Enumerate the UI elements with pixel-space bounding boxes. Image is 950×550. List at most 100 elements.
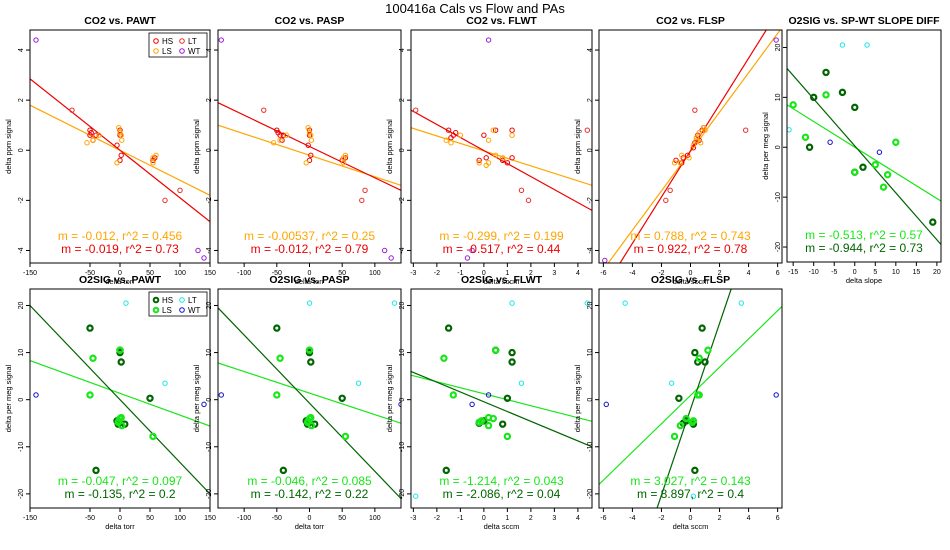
data-point-hs — [508, 358, 516, 366]
fit-annotation: m = -0.299, r^2 = 0.199 — [439, 229, 564, 243]
data-point-hs — [146, 394, 154, 402]
fit-lines — [30, 78, 210, 223]
fit-annotation: m = 0.788, r^2 = 0.743 — [630, 229, 751, 243]
y-tick-label: -20 — [206, 489, 213, 499]
legend-label-wt: WT — [188, 47, 201, 56]
data-point-ls — [676, 421, 685, 430]
data-point-hs — [508, 348, 516, 357]
panel-2: CO2 vs. PASP -100 -50 0 50 100 -4 -2 0 2 4 delta to… — [192, 15, 402, 286]
data-point-lt — [162, 197, 168, 204]
data-point-ls — [84, 140, 90, 146]
x-tick-label: -10 — [809, 269, 819, 276]
data-point-ls — [485, 137, 492, 143]
x-tick-label: 0 — [689, 270, 693, 277]
data-point-ls — [308, 132, 314, 138]
data-point-ls — [114, 160, 120, 166]
data-point-lt — [667, 187, 673, 194]
data-point-lt — [668, 380, 675, 386]
data-point-ls — [851, 168, 859, 176]
legend-box — [148, 32, 208, 58]
data-point-wt — [33, 37, 39, 43]
data-point-ls — [150, 155, 156, 161]
data-point-hs — [279, 466, 288, 475]
fit-line — [218, 362, 401, 424]
data-point-hs — [851, 103, 859, 112]
y-tick-label: -4 — [587, 247, 594, 253]
data-point-hs — [503, 394, 512, 402]
x-tick-label: -15 — [788, 269, 798, 276]
x-tick-label: 0 — [118, 270, 122, 277]
panel-3: CO2 vs. FLWT -3 -2 -1 0 1 2 3 4 -4 -2 0 2 4 delta sccm… — [385, 15, 593, 286]
panel-9: O2SIG vs. FLSP-6 -4 -2 0 2 4 6-20-1001020delta… — [573, 274, 783, 531]
fit-line — [656, 289, 732, 508]
data-point-ls — [307, 413, 315, 422]
data-point-ls — [273, 391, 281, 399]
data-point-ls — [116, 346, 124, 354]
legend-label-ls: LS — [162, 306, 172, 315]
y-axis-label: delta per meg signal — [385, 364, 394, 432]
data-point-lt — [864, 42, 870, 48]
data-point-hs — [118, 152, 124, 158]
data-point-ls — [702, 127, 708, 133]
y-tick-label: 4 — [206, 48, 213, 52]
x-tick-label: 0 — [689, 515, 693, 522]
panel-title: O2SIG vs. SP-WT SLOPE DIFF — [788, 15, 940, 27]
x-tick-label: -4 — [629, 515, 635, 522]
fit-lines — [411, 370, 592, 448]
data-point-lt — [391, 300, 398, 306]
x-tick-label: 0 — [482, 515, 486, 522]
legend-label-wt: WT — [188, 306, 201, 315]
legend-marker-lt — [179, 297, 185, 303]
x-tick-label: -5 — [831, 269, 837, 276]
y-axis-label: delta ppm signal — [192, 119, 201, 174]
x-tick-label: 4 — [747, 270, 751, 277]
data-points — [787, 42, 937, 226]
legend: HS LT LS WT — [148, 32, 208, 58]
data-point-hs — [690, 145, 697, 151]
data-point-ls — [892, 138, 900, 146]
y-tick-label: 2 — [206, 98, 213, 102]
x-tick-label: -50 — [85, 270, 95, 277]
legend-marker-lt — [179, 38, 185, 44]
data-point-hs — [342, 155, 349, 161]
panel-title: O2SIG vs. FLWT — [461, 274, 543, 286]
data-point-wt — [201, 401, 207, 408]
data-point-ls — [509, 132, 515, 138]
y-tick-label: 10 — [18, 349, 25, 357]
y-tick-label: -20 — [18, 489, 25, 499]
data-point-hs — [675, 394, 683, 402]
x-axis-label: delta torr — [105, 277, 135, 286]
legend-label-ls: LS — [162, 47, 172, 56]
data-point-ls — [114, 418, 122, 426]
legend-marker-hs — [153, 38, 159, 44]
y-tick-label: 10 — [206, 349, 213, 357]
data-point-ls — [119, 137, 125, 143]
fit-annotation: m = -2.086, r^2 = 0.04 — [443, 487, 561, 501]
data-point-hs — [859, 163, 867, 171]
y-tick-label: -10 — [399, 442, 406, 452]
x-tick-label: -100 — [237, 270, 251, 277]
y-tick-label: -4 — [399, 247, 406, 253]
x-tick-label: -50 — [85, 515, 95, 522]
y-tick-label: 0 — [399, 398, 406, 402]
panel-title: CO2 vs. FLSP — [656, 15, 725, 27]
data-point-hs — [476, 157, 482, 163]
data-point-hs — [691, 348, 699, 357]
data-point-hs — [86, 324, 94, 332]
fit-lines — [599, 289, 782, 508]
y-tick-label: 0 — [775, 145, 782, 149]
data-point-ls — [277, 137, 283, 143]
data-points — [218, 300, 401, 475]
x-tick-label: 1 — [505, 270, 509, 277]
y-tick-label: 0 — [18, 398, 25, 402]
x-tick-label: 0 — [118, 515, 122, 522]
data-point-wt — [827, 139, 833, 145]
panel-8: O2SIG vs. FLWT-3 -2 -1 0 1 2 3 4-20-1001020delt… — [385, 274, 593, 531]
y-tick-label: -10 — [206, 442, 213, 452]
data-points — [603, 300, 779, 499]
x-tick-label: 50 — [146, 515, 154, 522]
data-point-lt — [584, 300, 590, 306]
x-tick-label: 50 — [338, 270, 346, 277]
y-tick-label: 10 — [399, 349, 406, 357]
data-point-ls — [440, 354, 448, 362]
